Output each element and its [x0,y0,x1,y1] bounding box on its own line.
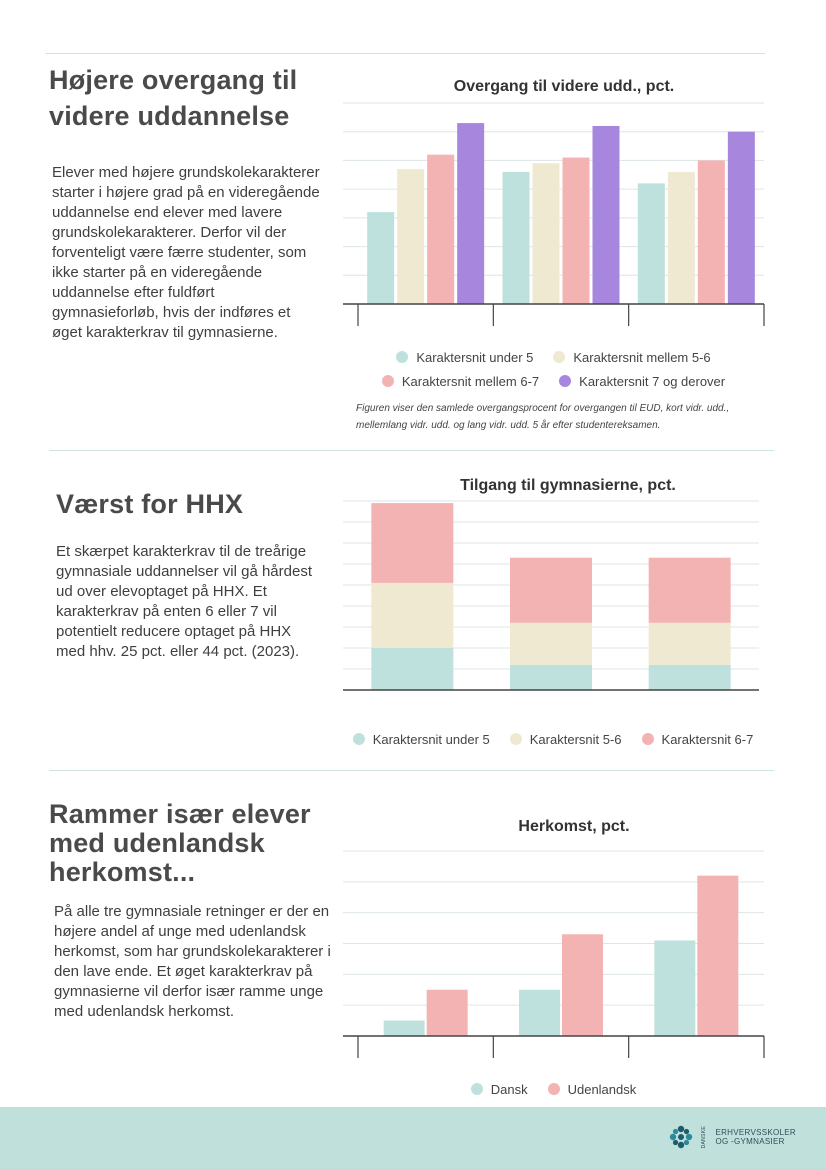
section2-body: Et skærpet karakterkrav til de treårige … [56,543,312,660]
legend-swatch [396,351,409,363]
section1-body: Elever med højere grundskolekarakterer s… [52,164,320,341]
bar [427,154,455,304]
chart3-title: Herkomst, pct. [518,818,630,835]
bar [697,160,725,304]
legend-label: Karaktersnit under 5 [372,731,490,747]
flower-logo-icon [670,1125,693,1149]
bar [562,934,603,1036]
bar [426,989,468,1036]
legend-item-7-plus: Karaktersnit 7 og derover [559,374,725,389]
bar [397,169,425,304]
section1-heading: Højere overgang til videre uddannelse [49,65,298,132]
top-divider [45,53,765,54]
footer-band: DANSKE ERHVERVSSKOLER OG -GYMNASIER [0,1107,826,1169]
bar-segment [648,557,731,623]
logo-line-2: OG -GYMNASIER [715,1137,785,1146]
bar-segment [371,503,454,583]
bar [697,875,739,1036]
chart1-title: Overgang til videre udd., pct. [453,78,675,95]
section2-heading: Værst for HHX [56,489,244,519]
chart3-plot [343,850,765,1058]
legend-item-6-7: Karaktersnit 6-7 [641,731,754,747]
bar-segment [510,664,592,690]
legend-label: Karaktersnit 5-6 [529,731,622,747]
section3-heading: Rammer især elever med udenlandsk herkom… [49,799,311,887]
bar [667,171,695,304]
legend-swatch [559,375,572,387]
chart2-plot [343,500,759,691]
bar [532,163,560,304]
chart1-legend: Karaktersnit under 5 Karaktersnit mellem… [343,345,764,393]
legend-swatch [509,733,522,745]
legend-label: Karaktersnit under 5 [416,349,534,365]
legend-swatch [381,375,394,387]
bar-segment [648,622,731,665]
legend-label: Udenlandsk [567,1081,637,1097]
bar [383,1020,425,1036]
bar [727,131,755,304]
bar [367,212,395,304]
legend-swatch [352,733,365,745]
bar [592,125,620,304]
divider-2 [49,450,774,451]
chart2-legend: Karaktersnit under 5 Karaktersnit 5-6 Ka… [343,727,763,751]
legend-swatch [470,1083,483,1095]
legend-item-udenlandsk: Udenlandsk [547,1081,637,1097]
legend-label: Karaktersnit mellem 6-7 [401,373,540,389]
bar [637,183,665,304]
legend-item-5-6: Karaktersnit mellem 5-6 [553,349,711,365]
divider-3 [49,770,774,771]
legend-label: Karaktersnit 6-7 [661,731,754,747]
chart2-title: Tilgang til gymnasierne, pct. [460,477,676,494]
legend-label: Dansk [490,1081,528,1097]
legend-swatch [641,733,654,745]
bar-segment [510,557,592,623]
legend-label: Karaktersnit mellem 5-6 [573,349,711,365]
section3-body: På alle tre gymnasiale retninger er der … [54,903,331,1020]
logo-wordmark: ERHVERVSSKOLER OG -GYMNASIER [715,1128,796,1146]
logo-line-1: ERHVERVSSKOLER [715,1128,796,1137]
legend-item-dansk: Dansk [470,1081,528,1097]
bar [502,171,530,304]
legend-item-6-7: Karaktersnit mellem 6-7 [381,373,540,389]
bar-segment [371,648,454,690]
legend-item-under-5: Karaktersnit under 5 [352,731,490,747]
bar [519,989,560,1036]
legend-label: Karaktersnit 7 og derover [579,373,726,389]
legend-swatch [547,1083,560,1095]
legend-item-under-5: Karaktersnit under 5 [396,350,533,365]
bar-segment [371,582,454,648]
legend-item-5-6: Karaktersnit 5-6 [509,731,622,747]
chart1-footnote: Figuren viser den samlede overgangsproce… [356,403,730,431]
organization-logo: DANSKE ERHVERVSSKOLER OG -GYMNASIER [668,1124,796,1150]
logo-side-text: DANSKE [701,1125,708,1149]
bar-segment [510,622,592,665]
chart3-legend: Dansk Udenlandsk [343,1077,764,1101]
bar-segment [648,664,731,690]
chart1-plot [343,102,765,326]
legend-swatch [553,351,566,363]
bar [562,157,590,304]
bar [654,940,696,1036]
bar [457,123,485,304]
